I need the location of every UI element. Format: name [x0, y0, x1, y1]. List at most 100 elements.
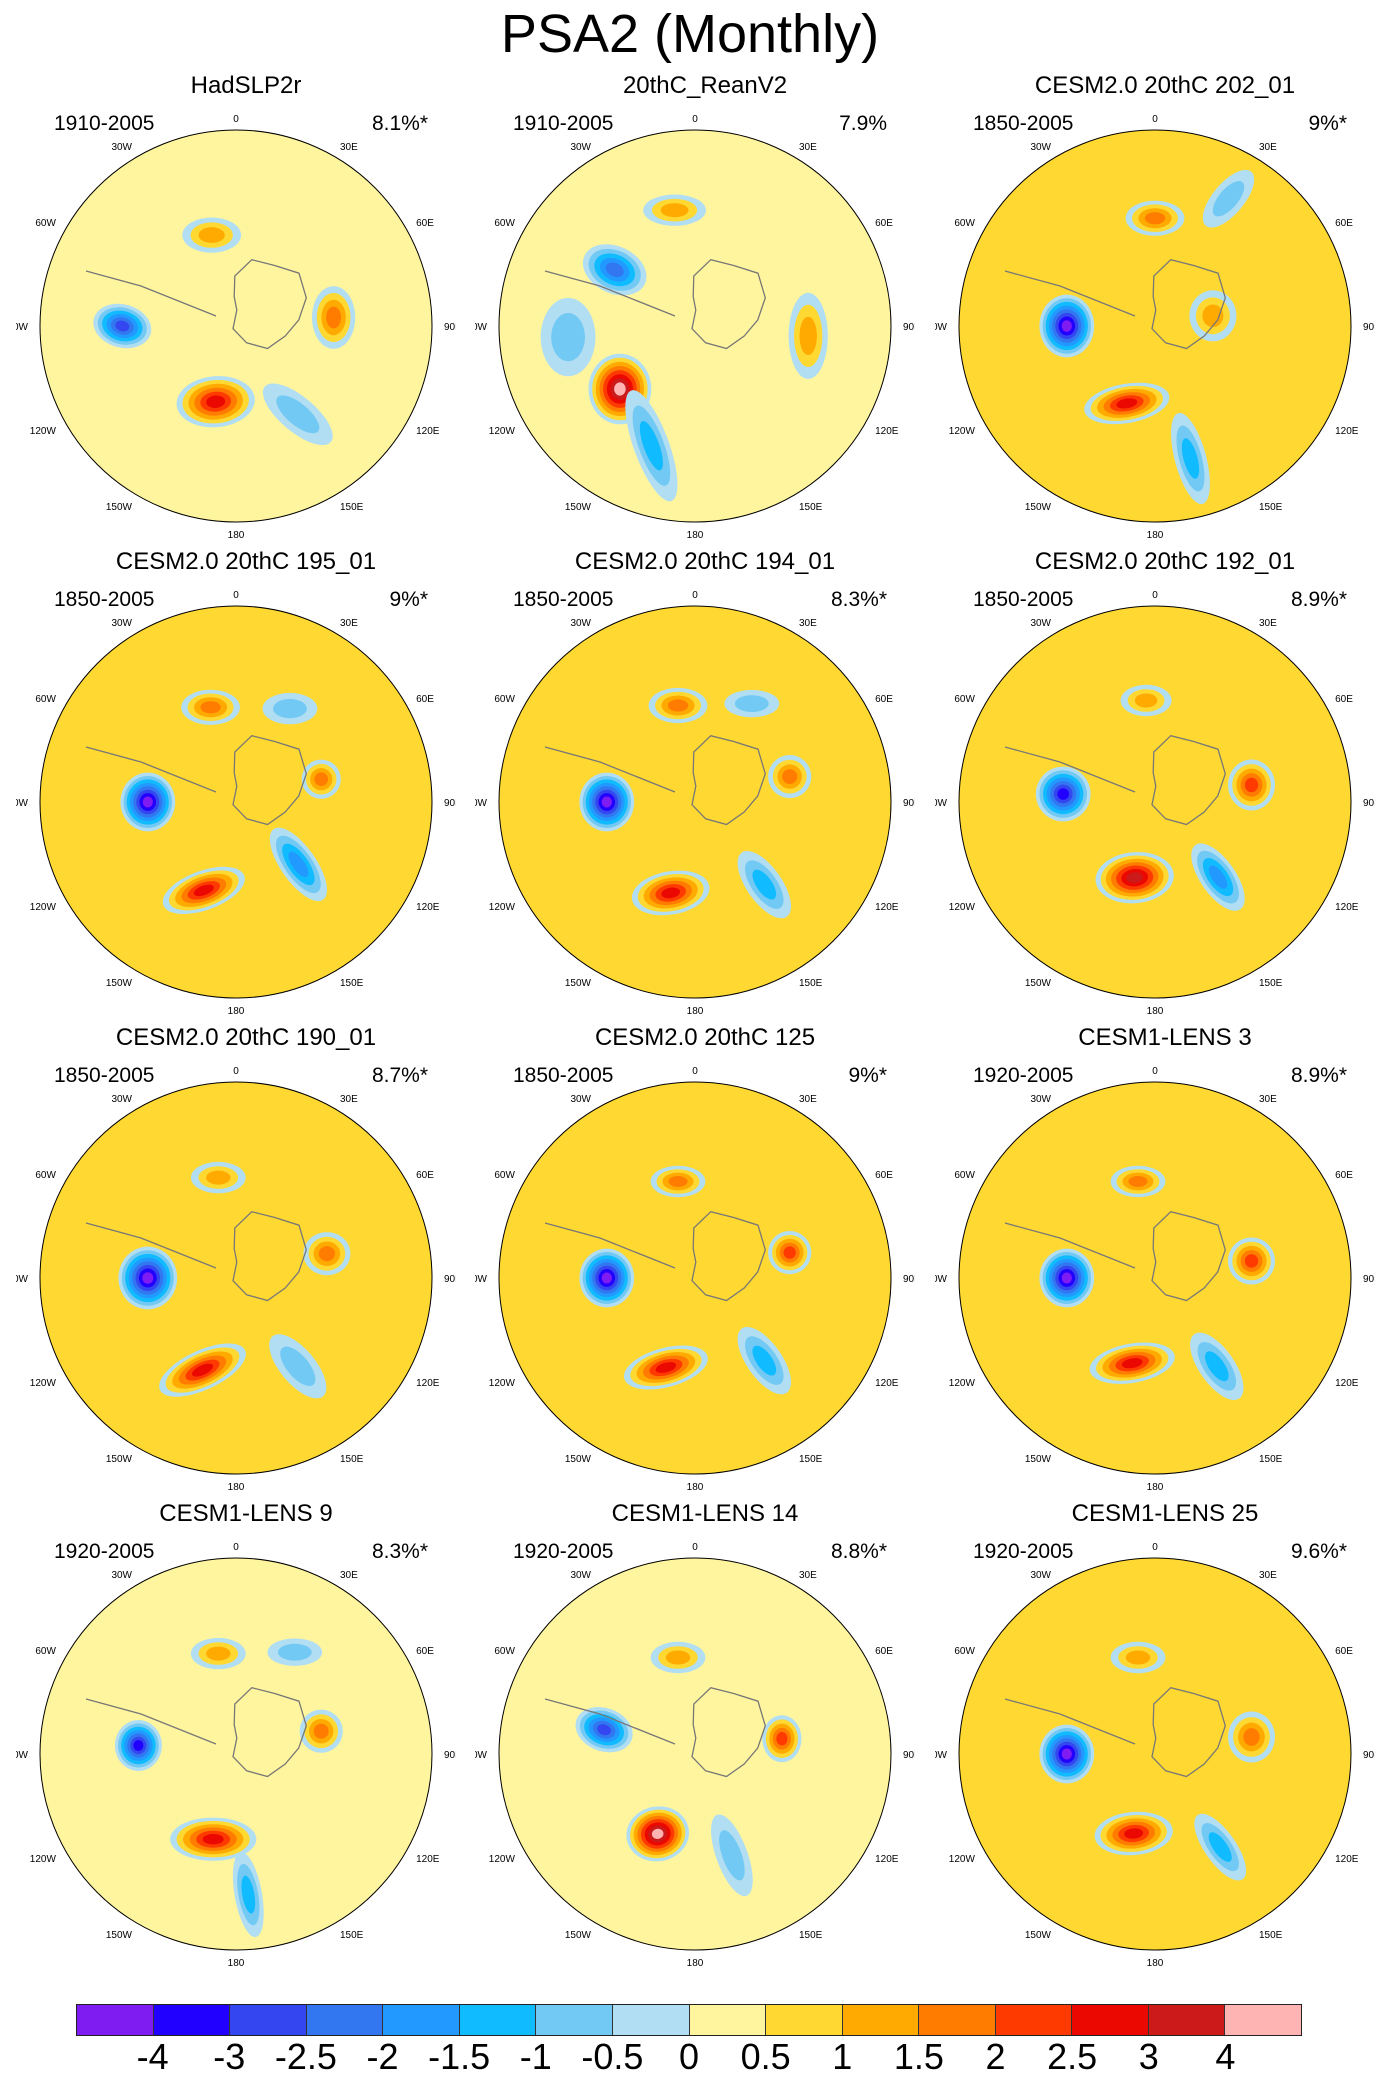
longitude-label: 60E [416, 1646, 434, 1657]
map-border [958, 1557, 1352, 1951]
negative-anomaly-contour [597, 1724, 612, 1736]
positive-anomaly-contour [202, 1834, 224, 1845]
longitude-label: 30W [570, 142, 591, 153]
coastline [544, 1222, 676, 1269]
negative-anomaly-contour [601, 1272, 612, 1284]
coastline [85, 1698, 217, 1745]
panel-variance-pct: 9%* [389, 588, 428, 611]
longitude-label: 90W [16, 1274, 29, 1285]
longitude-label: 150E [799, 1454, 823, 1465]
panel-title: CESM1-LENS 14 [611, 1500, 799, 1527]
negative-anomaly-contour [1061, 320, 1072, 332]
positive-anomaly-contour [667, 699, 689, 712]
longitude-label: 90W [16, 798, 29, 809]
map-panel: CESM2.0 20thC 192_01 1850-2005 8.9%* 0 30E 60… [935, 548, 1380, 1022]
antarctica-coastline [232, 734, 307, 826]
antarctica-coastline [1151, 1686, 1226, 1778]
coastline [1004, 270, 1136, 317]
polar-map: 0 30E 60E 90E 120E 150E 180 150W 120W 90W 60W 30W [16, 1542, 456, 1969]
panel-title: CESM1-LENS 3 [1078, 1024, 1252, 1051]
longitude-label: 60E [1335, 1170, 1353, 1181]
panel-period: 1910-2005 [54, 112, 155, 135]
longitude-label: 180 [1147, 1006, 1164, 1017]
positive-anomaly-contour [614, 382, 626, 396]
longitude-label: 60W [494, 1170, 515, 1181]
positive-anomaly-contour [200, 701, 221, 714]
longitude-label: 90W [935, 1274, 948, 1285]
negative-anomaly-contour [1181, 438, 1200, 479]
longitude-label: 90W [475, 1274, 488, 1285]
longitude-label: 0 [1152, 114, 1158, 125]
longitude-label: 30E [1259, 618, 1277, 629]
coastline [85, 746, 217, 793]
colorbar-box [306, 2005, 384, 2035]
positive-anomaly-contour [1244, 1254, 1259, 1268]
map-background-field [959, 130, 1351, 522]
longitude-label: 90E [1363, 322, 1375, 333]
negative-anomaly-contour [601, 796, 612, 808]
longitude-label: 30E [799, 618, 817, 629]
panel-variance-pct: 8.9%* [1290, 1064, 1347, 1087]
longitude-label: 60E [875, 694, 893, 705]
longitude-label: 120E [875, 1854, 899, 1865]
longitude-label: 60W [494, 694, 515, 705]
positive-anomaly-contour [326, 306, 342, 329]
panel-variance-pct: 9%* [1308, 112, 1347, 135]
longitude-label: 120W [30, 1854, 57, 1865]
colorbar-tick-label: 3 [1138, 2036, 1159, 2077]
colorbar-box [1072, 2005, 1149, 2035]
longitude-label: 0 [233, 1066, 239, 1077]
positive-anomaly-contour [1124, 1828, 1144, 1839]
colorbar-box [536, 2005, 613, 2035]
negative-anomaly-contour [752, 869, 777, 900]
longitude-label: 90E [903, 1274, 915, 1285]
map-panel: CESM2.0 20thC 190_01 1850-2005 8.7%* 0 30E 60… [16, 1024, 476, 1498]
map-panel: CESM2.0 20thC 125 1850-2005 9%* 0 30E 60E 90E 1… [475, 1024, 935, 1498]
longitude-label: 90W [935, 798, 948, 809]
longitude-label: 60E [875, 1646, 893, 1657]
longitude-label: 120W [949, 902, 976, 913]
longitude-label: 0 [692, 114, 698, 125]
positive-anomaly-contour [1121, 1358, 1143, 1369]
negative-anomaly-contour [1061, 1272, 1072, 1284]
positive-anomaly-contour [1125, 1650, 1151, 1665]
positive-anomaly-contour [206, 1170, 231, 1185]
map-border [39, 605, 433, 999]
negative-anomaly-contour [276, 395, 320, 434]
panel-title: CESM2.0 20thC 194_01 [574, 548, 836, 575]
longitude-label: 120E [416, 1378, 440, 1389]
longitude-label: 150E [1259, 978, 1283, 989]
coastline [1004, 1222, 1136, 1269]
longitude-label: 30E [1259, 1570, 1277, 1581]
coastline [85, 1222, 217, 1269]
positive-anomaly-contour [1134, 693, 1158, 708]
antarctica-coastline [232, 1210, 307, 1302]
panel-period: 1920-2005 [973, 1540, 1074, 1563]
panel-title: HadSLP2r [190, 72, 302, 99]
panel-title: CESM2.0 20thC 202_01 [1034, 72, 1296, 99]
antarctica-coastline [1151, 1210, 1226, 1302]
colorbar-box [459, 2005, 537, 2035]
longitude-label: 150E [1259, 1454, 1283, 1465]
colorbar-box [383, 2005, 460, 2035]
longitude-label: 90E [444, 1274, 456, 1285]
longitude-label: 120W [949, 1854, 976, 1865]
longitude-label: 30W [570, 1570, 591, 1581]
colorbar-box [612, 2005, 690, 2035]
positive-anomaly-contour [191, 1363, 214, 1377]
colorbar-tick-label: -1 [519, 2036, 552, 2077]
panel-period: 1920-2005 [54, 1540, 155, 1563]
colorbar-labels: -4 -3 -2.5 -2 -1.5 -1 -0.5 0 0.5 1 1.5 2 2.5 3 4 [0, 2034, 1380, 2086]
negative-anomaly-contour [1208, 865, 1228, 889]
longitude-label: 60W [494, 218, 515, 229]
longitude-label: 60E [1335, 1646, 1353, 1657]
longitude-label: 180 [687, 1006, 704, 1017]
longitude-label: 120W [30, 902, 57, 913]
panel-variance-pct: 8.1%* [371, 112, 428, 135]
antarctica-coastline [232, 258, 307, 350]
colorbar-tick-label: -3 [213, 2036, 246, 2077]
positive-anomaly-contour [783, 1246, 796, 1259]
longitude-label: 60E [1335, 218, 1353, 229]
panel-period: 1850-2005 [973, 588, 1074, 611]
antarctica-coastline [691, 734, 766, 826]
